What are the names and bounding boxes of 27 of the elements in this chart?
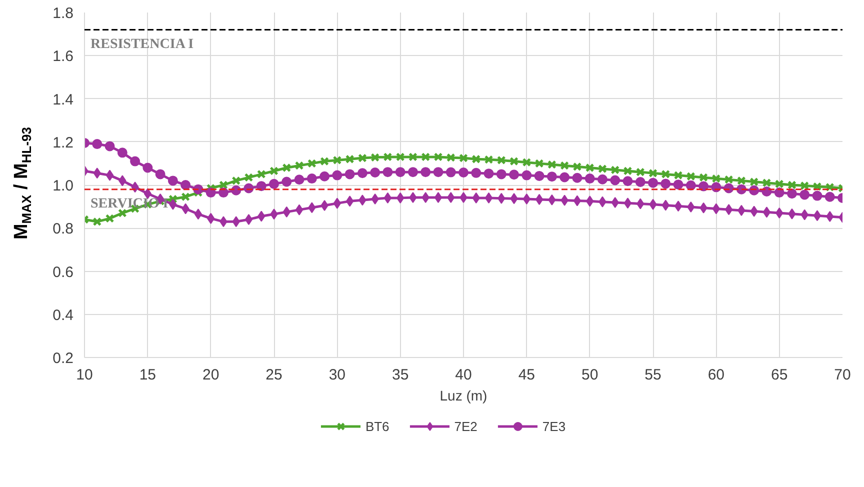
y-tick-label: 0.2 (52, 350, 74, 367)
x-axis-title: Luz (m) (440, 388, 488, 404)
legend-label: 7E2 (454, 418, 478, 434)
x-tick-label: 20 (202, 366, 220, 384)
x-tick-label: 35 (392, 366, 409, 384)
y-tick-label: 1.6 (52, 48, 74, 66)
y-tick-label: 0.8 (52, 220, 74, 238)
x-tick-label: 30 (328, 366, 346, 384)
x-tick-label: 45 (518, 366, 536, 384)
y-tick-label: 0.4 (52, 306, 74, 324)
y-tick-label: 1.0 (52, 178, 74, 194)
x-tick-label: 25 (266, 366, 282, 384)
x-tick-label: 15 (139, 366, 156, 384)
y-tick-label: 1.8 (52, 5, 74, 22)
x-tick-label: 55 (644, 366, 662, 384)
x-tick-label: 10 (76, 366, 93, 384)
legend-label: 7E3 (542, 418, 566, 434)
y-tick-label: 1.2 (52, 134, 74, 152)
x-tick-label: 70 (834, 366, 851, 384)
legend-label: BT6 (365, 418, 390, 434)
ref-line-label: RESISTENCIA I (90, 36, 194, 52)
x-tick-label: 60 (708, 366, 725, 384)
x-tick-label: 40 (455, 366, 472, 384)
x-tick-label: 65 (770, 366, 788, 384)
y-tick-label: 1.4 (52, 91, 74, 108)
x-tick-label: 50 (581, 366, 598, 384)
y-tick-label: 0.6 (52, 264, 74, 281)
